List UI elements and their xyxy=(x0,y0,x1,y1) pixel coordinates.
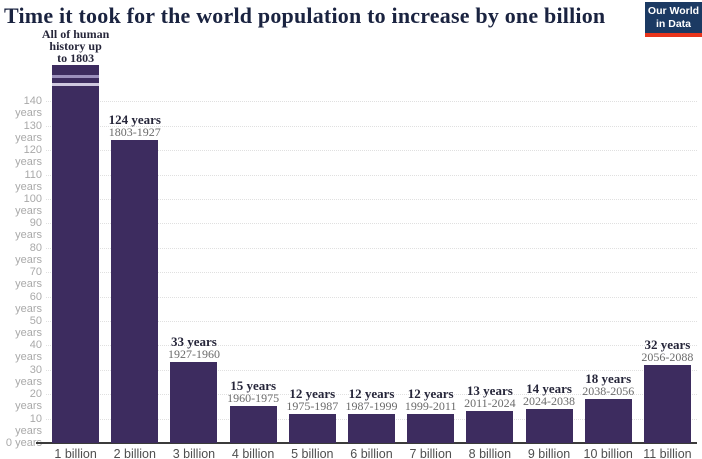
y-tick-label: 80 years xyxy=(15,241,42,266)
bar-2-billion[interactable] xyxy=(111,140,159,443)
bar-value-label: 12 years 1975-1987 xyxy=(267,387,357,413)
gridline-140 xyxy=(46,101,697,103)
x-tick-label: 6 billion xyxy=(350,447,393,459)
gridline-40 xyxy=(46,345,697,347)
y-tick-label: 120 years xyxy=(15,144,42,169)
bar-label-years: All of human xyxy=(41,26,110,41)
bar-label-period: 1987-1999 xyxy=(345,398,398,413)
gridline-60 xyxy=(46,296,697,298)
bar-label-years: 14 years xyxy=(526,380,572,396)
bar-label-years: 33 years xyxy=(171,334,217,350)
bar-value-label: 15 years 1960-1975 xyxy=(208,379,298,405)
bar-value-label: 13 years 2011-2024 xyxy=(445,384,535,410)
y-tick-label: 10 years xyxy=(15,412,42,437)
y-tick-label: 100 years xyxy=(15,193,42,217)
gridline-130 xyxy=(46,125,697,127)
x-tick-label: 9 billion xyxy=(527,447,571,459)
chart-title: Time it took for the world population to… xyxy=(4,3,606,28)
bar-label-period: 1803-1927 xyxy=(108,125,161,140)
x-tick-label: 1 billion xyxy=(54,447,97,459)
x-tick-label: 2 billion xyxy=(113,447,156,459)
bar-label-period: 2024-2038 xyxy=(523,393,576,408)
x-tick-label: 11 billion xyxy=(643,447,692,459)
bar-label-years: 15 years xyxy=(230,378,277,394)
bar-truncation-stripe xyxy=(52,82,100,86)
y-tick-label: 40 years xyxy=(15,339,42,364)
x-tick-label: 3 billion xyxy=(172,447,216,459)
bar-6-billion[interactable] xyxy=(348,413,395,443)
gridline-80 xyxy=(46,247,697,249)
bar-label-period: 2056-2088 xyxy=(641,349,694,364)
bar-5-billion[interactable] xyxy=(288,413,336,443)
gridline-100 xyxy=(46,199,697,200)
bar-8-billion[interactable] xyxy=(466,411,514,443)
y-tick-label: 60 years xyxy=(15,290,42,315)
bar-4-billion[interactable] xyxy=(229,406,277,443)
y-tick-label: 70 years xyxy=(15,266,42,291)
bar-value-label: 12 years 1987-1999 xyxy=(327,387,417,413)
bar-label-period: 1999-2011 xyxy=(404,398,457,413)
bar-value-label: 12 years 1999-2011 xyxy=(386,387,476,413)
gridline-30 xyxy=(46,369,697,371)
bar-label-period: 1927-1960 xyxy=(167,347,220,362)
y-tick-label: 110 years xyxy=(15,168,42,193)
bar-label-years: 124 years xyxy=(108,112,161,128)
bar-value-label: All of human history up to 1803 xyxy=(31,28,121,64)
x-tick-label: 5 billion xyxy=(291,447,334,459)
x-tick-label: 4 billion xyxy=(231,447,275,459)
bar-label-years: history up xyxy=(49,38,102,53)
bar-label-period: 2038-2056 xyxy=(582,384,635,399)
bar-label-years: to 1803 xyxy=(57,50,95,65)
y-tick-label: 50 years xyxy=(15,315,42,339)
gridline-110 xyxy=(46,174,697,176)
x-tick-label: 8 billion xyxy=(468,447,512,459)
bar-7-billion[interactable] xyxy=(407,413,455,443)
x-tick-label: 10 billion xyxy=(583,447,633,459)
bar-9-billion[interactable] xyxy=(525,408,573,443)
y-tick-label: 20 years xyxy=(15,388,42,413)
owid-logo-accent-bar xyxy=(645,33,702,37)
owid-logo-line2: in Data xyxy=(655,17,691,30)
bar-label-years: 18 years xyxy=(585,371,632,387)
y-tick-label: 140 years xyxy=(15,95,42,120)
bar-10-billion[interactable] xyxy=(584,399,632,443)
bar-label-years: 13 years xyxy=(466,383,513,399)
gridline-20 xyxy=(46,394,697,396)
y-tick-label: 0 years xyxy=(5,437,42,449)
bar-label-period: 1975-1987 xyxy=(286,398,339,413)
owid-logo-line1: Our World xyxy=(647,5,700,17)
y-tick-label: 130 years xyxy=(15,119,42,144)
y-tick-label: 90 years xyxy=(15,217,42,242)
bar-value-label: 32 years 2056-2088 xyxy=(622,338,702,364)
bar-truncation-stripe xyxy=(52,74,100,78)
x-axis-line xyxy=(36,442,697,444)
bar-label-period: 2011-2024 xyxy=(464,396,516,411)
gridline-120 xyxy=(46,150,697,152)
gridline-70 xyxy=(46,272,697,274)
bar-3-billion[interactable] xyxy=(170,362,218,443)
x-tick-label: 7 billion xyxy=(409,447,452,459)
gridline-90 xyxy=(46,223,697,225)
bar-1-billion[interactable] xyxy=(52,64,100,443)
bar-11-billion[interactable] xyxy=(643,364,691,443)
gridline-50 xyxy=(46,321,697,322)
bar-value-label: 33 years 1927-1960 xyxy=(149,335,239,361)
owid-logo[interactable]: Our World in Data xyxy=(645,2,702,37)
owid-logo-text: Our World in Data xyxy=(645,2,702,33)
y-tick-label: 30 years xyxy=(15,363,42,388)
